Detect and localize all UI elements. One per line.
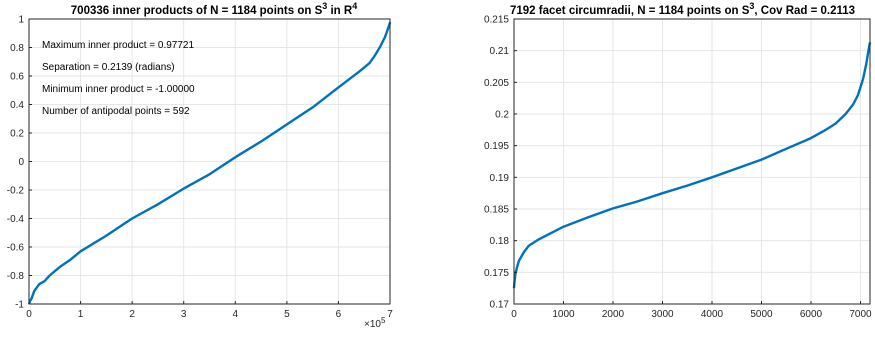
x-tick-label: 0	[26, 309, 32, 320]
y-tick-label: 0	[18, 157, 24, 168]
chart-title: 7192 facet circumradii, N = 1184 points …	[510, 1, 855, 17]
plot-frame	[513, 18, 871, 305]
x-tick-label: 7000	[849, 309, 872, 320]
y-tick-label: 0.19	[490, 173, 510, 184]
y-tick-label: 0.195	[484, 141, 509, 152]
y-tick-labels: 0.17 0.175 0.18 0.185 0.19 0.195 0.2 0.205 0.21 0…	[484, 15, 517, 311]
y-tick-label: -0.4	[7, 214, 25, 225]
grid-lines	[514, 19, 870, 304]
x-tick-label: 2000	[602, 309, 625, 320]
chart-facet-circumradii: 0 1000 2000 3000 4000 5000 6000 7000 0.170.1750…	[484, 1, 872, 320]
x-tick-label: 6	[336, 309, 342, 320]
chart-inner-products: 0 1 2 3 4 5 6 7 -1 -0.8 -0.6 -0.4 -0.2 0 0.2 0.4 0.6 0.8…	[7, 1, 393, 330]
y-tick-label: 0.2	[495, 110, 509, 121]
y-tick-labels: -1 -0.8 -0.6 -0.4 -0.2 0 0.2 0.4 0.6 0.8 1	[7, 15, 32, 311]
x-tick-label: 5000	[750, 309, 773, 320]
y-tick-label: 0.18	[490, 236, 510, 247]
y-tick-label: 0.6	[10, 72, 24, 83]
y-tick-label: 1	[18, 15, 24, 26]
y-tick-label: 0.185	[484, 205, 509, 216]
x-tick-label: 3	[181, 309, 187, 320]
x-tick-label: 7	[387, 309, 393, 320]
y-tick-label: 0.215	[484, 15, 509, 26]
annotation-max-inner-product: Maximum inner product = 0.97721	[42, 40, 194, 51]
x-tick-label: 2	[129, 309, 135, 320]
chart-title: 700336 inner products of N = 1184 points…	[71, 1, 357, 17]
x-tick-label: 1000	[552, 309, 575, 320]
y-tick-label: -0.6	[7, 243, 25, 254]
x-tick-label: 4000	[701, 309, 724, 320]
x-axis-multiplier: ×105	[364, 316, 386, 330]
y-tick-label: 0.21	[490, 46, 510, 57]
y-tick-label: -0.2	[7, 186, 25, 197]
y-tick-label: 0.17	[490, 300, 510, 311]
grid-lines	[29, 19, 390, 304]
x-tick-label: 3000	[651, 309, 674, 320]
annotation-separation: Separation = 0.2139 (radians)	[42, 62, 175, 73]
y-tick-label: 0.205	[484, 78, 509, 89]
x-tick-label: 0	[511, 309, 517, 320]
y-tick-label: -1	[15, 300, 24, 311]
inner-products-series-line	[27, 21, 392, 305]
y-tick-label: -0.8	[7, 271, 25, 282]
circumradii-series-line	[512, 42, 872, 289]
x-tick-label: 4	[233, 309, 239, 320]
y-tick-label: 0.4	[10, 100, 24, 111]
x-tick-labels: 0 1000 2000 3000 4000 5000 6000 7000	[511, 301, 872, 320]
annotation-antipodal-points: Number of antipodal points = 592	[42, 106, 190, 117]
y-tick-label: 0.8	[10, 43, 24, 54]
annotation-min-inner-product: Minimum inner product = -1.00000	[42, 84, 195, 95]
y-tick-label: 0.2	[10, 129, 24, 140]
x-tick-label: 1	[78, 309, 84, 320]
y-tick-label: 0.175	[484, 268, 509, 279]
x-tick-label: 5	[284, 309, 290, 320]
x-tick-label: 6000	[800, 309, 823, 320]
